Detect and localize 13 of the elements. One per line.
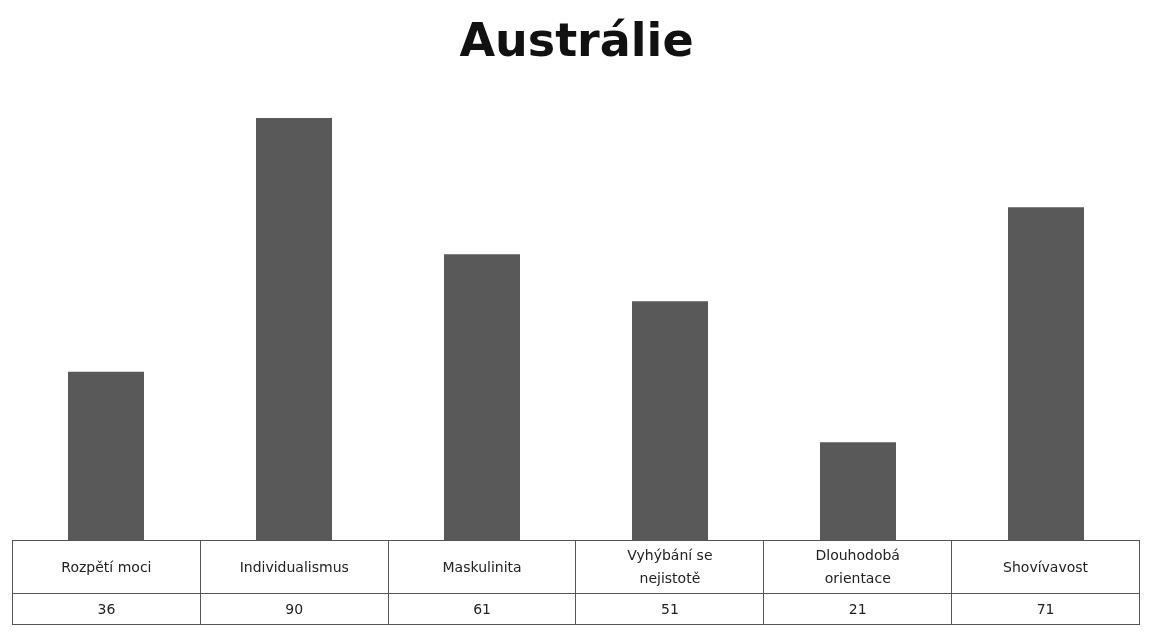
x-tick-label: Individualismus [200,540,389,594]
data-label: 71 [951,593,1140,625]
x-tick-label: Vyhýbání se nejistotě [575,540,764,594]
x-tick-label: Maskulinita [388,540,576,594]
data-label: 21 [763,593,952,625]
x-tick-label: Shovívavost [951,540,1140,594]
chart-title: Austrálie [459,13,694,67]
data-label: 90 [200,593,389,625]
x-tick-label: Rozpětí moci [12,540,201,594]
data-label: 61 [388,593,576,625]
data-label: 51 [575,593,764,625]
data-label: 36 [12,593,201,625]
x-tick-label: Dlouhodobá orientace [763,540,952,594]
